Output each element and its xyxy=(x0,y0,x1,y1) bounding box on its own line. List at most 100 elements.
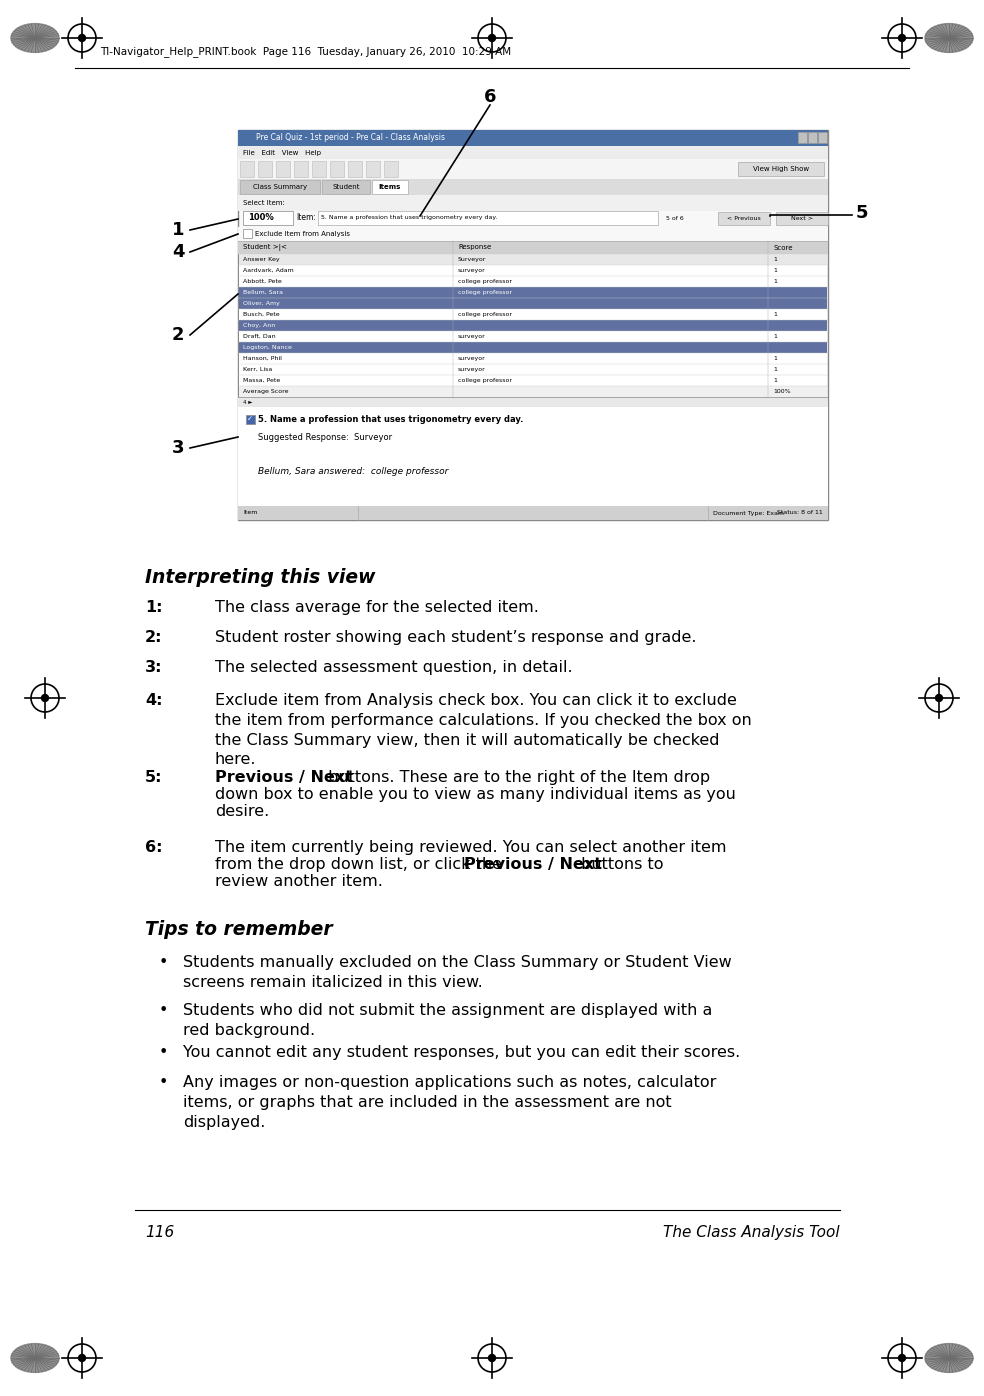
FancyBboxPatch shape xyxy=(798,133,807,142)
FancyBboxPatch shape xyxy=(243,229,252,237)
Text: Draft, Dan: Draft, Dan xyxy=(243,334,276,339)
Text: 5 of 6: 5 of 6 xyxy=(666,215,684,221)
FancyBboxPatch shape xyxy=(238,195,828,211)
FancyBboxPatch shape xyxy=(239,331,827,342)
Text: Oliver, Amy: Oliver, Amy xyxy=(243,302,279,306)
Text: 1: 1 xyxy=(773,311,777,317)
FancyBboxPatch shape xyxy=(239,320,827,331)
Text: Bellum, Sara answered:  college professor: Bellum, Sara answered: college professor xyxy=(258,468,449,476)
Text: 4: 4 xyxy=(172,243,184,261)
Text: surveyor: surveyor xyxy=(458,268,486,274)
FancyBboxPatch shape xyxy=(776,212,828,225)
Circle shape xyxy=(79,1354,86,1361)
Text: 1: 1 xyxy=(773,334,777,339)
Text: 6:: 6: xyxy=(145,840,162,854)
Text: 4 ►: 4 ► xyxy=(243,399,253,405)
FancyBboxPatch shape xyxy=(238,408,828,505)
FancyBboxPatch shape xyxy=(239,309,827,320)
FancyBboxPatch shape xyxy=(238,159,828,179)
Text: Exclude Item from Analysis: Exclude Item from Analysis xyxy=(255,230,350,237)
Text: college professor: college professor xyxy=(458,378,512,383)
Text: 5. Name a profession that uses trigonometry every day.: 5. Name a profession that uses trigonome… xyxy=(321,215,497,221)
Ellipse shape xyxy=(925,24,973,53)
FancyBboxPatch shape xyxy=(239,342,827,353)
Text: buttons to: buttons to xyxy=(577,857,664,872)
Text: < Previous: < Previous xyxy=(727,215,761,221)
Text: down box to enable you to view as many individual items as you: down box to enable you to view as many i… xyxy=(215,787,736,801)
Text: Select Item:: Select Item: xyxy=(243,200,285,207)
FancyBboxPatch shape xyxy=(808,133,817,142)
FancyBboxPatch shape xyxy=(239,254,827,265)
Circle shape xyxy=(898,35,905,42)
Text: The Class Analysis Tool: The Class Analysis Tool xyxy=(663,1226,840,1240)
FancyBboxPatch shape xyxy=(240,180,320,194)
Text: surveyor: surveyor xyxy=(458,367,486,371)
Text: 2:: 2: xyxy=(145,630,162,645)
Text: 6: 6 xyxy=(484,88,496,106)
Text: The item currently being reviewed. You can select another item: The item currently being reviewed. You c… xyxy=(215,840,726,854)
FancyBboxPatch shape xyxy=(238,242,828,254)
Circle shape xyxy=(898,1354,905,1361)
Text: buttons. These are to the right of the Item drop: buttons. These are to the right of the I… xyxy=(323,771,710,785)
Text: surveyor: surveyor xyxy=(458,334,486,339)
FancyBboxPatch shape xyxy=(322,180,370,194)
Text: 5. Name a profession that uses trigonometry every day.: 5. Name a profession that uses trigonome… xyxy=(258,415,523,423)
Text: college professor: college professor xyxy=(458,279,512,283)
Text: from the drop down list, or click the: from the drop down list, or click the xyxy=(215,857,507,872)
Text: Class Summary: Class Summary xyxy=(253,184,307,190)
FancyBboxPatch shape xyxy=(239,353,827,364)
Circle shape xyxy=(79,35,86,42)
FancyBboxPatch shape xyxy=(239,288,827,297)
Text: 1:: 1: xyxy=(145,600,162,616)
FancyBboxPatch shape xyxy=(239,276,827,288)
Circle shape xyxy=(488,1354,496,1361)
Text: Response: Response xyxy=(458,244,491,250)
Text: surveyor: surveyor xyxy=(458,356,486,362)
Text: college professor: college professor xyxy=(458,290,512,295)
Text: 2: 2 xyxy=(172,327,184,343)
Circle shape xyxy=(488,35,496,42)
Text: TI-Navigator_Help_PRINT.book  Page 116  Tuesday, January 26, 2010  10:29 AM: TI-Navigator_Help_PRINT.book Page 116 Tu… xyxy=(100,46,511,57)
FancyBboxPatch shape xyxy=(238,396,828,408)
Text: 1: 1 xyxy=(773,356,777,362)
FancyBboxPatch shape xyxy=(258,161,272,177)
Text: 100%: 100% xyxy=(773,389,790,394)
FancyBboxPatch shape xyxy=(238,228,828,242)
Text: Previous / Next: Previous / Next xyxy=(215,771,353,785)
FancyBboxPatch shape xyxy=(239,364,827,376)
FancyBboxPatch shape xyxy=(276,161,290,177)
FancyBboxPatch shape xyxy=(366,161,380,177)
FancyBboxPatch shape xyxy=(238,147,828,159)
Ellipse shape xyxy=(925,1343,973,1372)
FancyBboxPatch shape xyxy=(294,161,308,177)
Text: Hanson, Phil: Hanson, Phil xyxy=(243,356,281,362)
FancyBboxPatch shape xyxy=(239,376,827,387)
Text: 3: 3 xyxy=(172,438,184,456)
FancyBboxPatch shape xyxy=(372,180,408,194)
Text: View High Show: View High Show xyxy=(753,166,809,172)
Text: Tips to remember: Tips to remember xyxy=(145,920,333,940)
FancyBboxPatch shape xyxy=(246,415,255,424)
Text: Abbott, Pete: Abbott, Pete xyxy=(243,279,281,283)
FancyBboxPatch shape xyxy=(348,161,362,177)
Text: Interpreting this view: Interpreting this view xyxy=(145,568,376,586)
Text: review another item.: review another item. xyxy=(215,874,383,889)
Ellipse shape xyxy=(11,24,59,53)
FancyBboxPatch shape xyxy=(240,161,254,177)
FancyBboxPatch shape xyxy=(239,265,827,276)
Text: Status: 8 of 11: Status: 8 of 11 xyxy=(777,511,823,515)
FancyBboxPatch shape xyxy=(818,133,827,142)
Text: Items: Items xyxy=(379,184,401,190)
Text: Exclude item from Analysis check box. You can click it to exclude
the item from : Exclude item from Analysis check box. Yo… xyxy=(215,692,752,768)
Text: college professor: college professor xyxy=(458,311,512,317)
Text: 1: 1 xyxy=(773,367,777,371)
Text: Score: Score xyxy=(773,244,792,250)
Text: •: • xyxy=(158,955,167,970)
FancyBboxPatch shape xyxy=(238,130,828,147)
FancyBboxPatch shape xyxy=(239,297,827,309)
Text: Item: Item xyxy=(243,511,258,515)
FancyBboxPatch shape xyxy=(312,161,326,177)
Text: You cannot edit any student responses, but you can edit their scores.: You cannot edit any student responses, b… xyxy=(183,1046,740,1060)
Text: Choy, Ann: Choy, Ann xyxy=(243,322,276,328)
Text: Logston, Nance: Logston, Nance xyxy=(243,345,292,350)
